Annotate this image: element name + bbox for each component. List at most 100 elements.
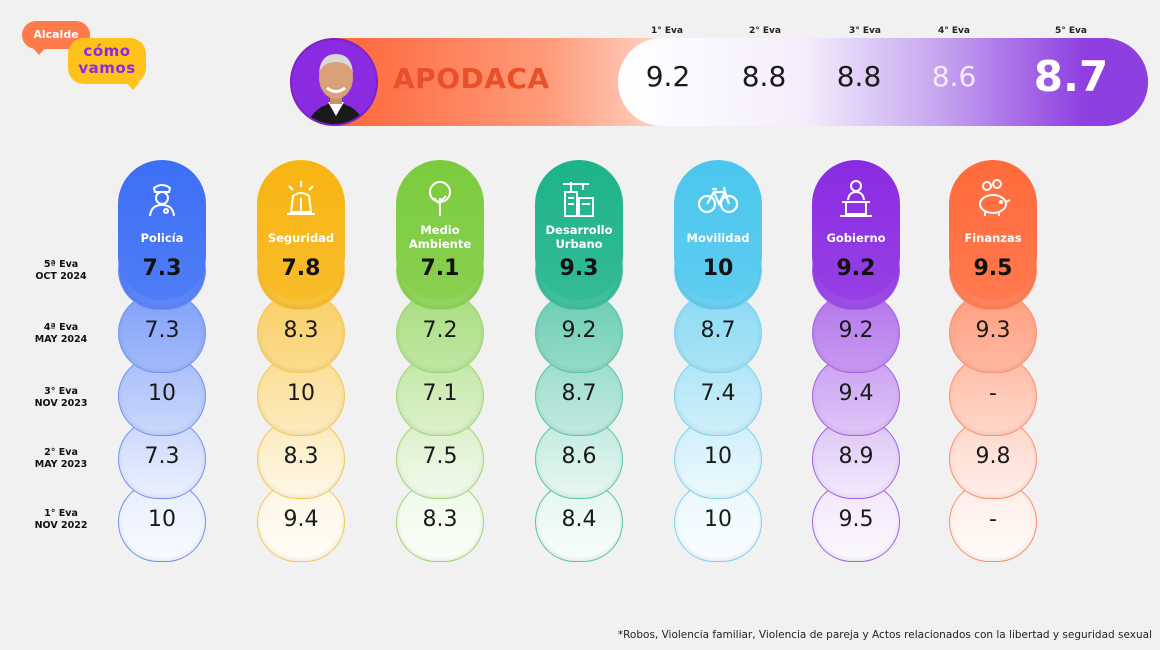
logo-alcalde-bubble: Alcalde — [22, 21, 90, 55]
tree-icon — [420, 178, 460, 218]
mayor-avatar — [290, 38, 378, 126]
category-name-line-1: Movilidad — [686, 231, 750, 245]
category-name-line-1: Medio — [420, 223, 460, 237]
row-label-4: 4ª Eva MAY 2024 — [20, 322, 102, 346]
eval-value-4: 8.6 — [931, 60, 977, 93]
category-name-line-1: Desarrollo — [545, 223, 613, 237]
row-label-2-eval: 2° Eva — [44, 447, 78, 458]
category-column-5: Movilidad 10 8.7 7.4 10 10 — [674, 160, 762, 562]
score-value: 10 — [702, 256, 734, 281]
category-header — [674, 160, 762, 300]
category-header — [396, 160, 484, 300]
score-value: 9.4 — [838, 381, 874, 406]
score-value: 8.7 — [561, 381, 597, 406]
score-value: 7.1 — [422, 381, 458, 406]
row-label-1-date: NOV 2022 — [34, 520, 88, 531]
evaluations-panel — [618, 38, 1148, 126]
eval-value-1: 9.2 — [645, 60, 691, 93]
row-label-1-eval: 1° Eva — [44, 508, 78, 519]
bicycle-icon — [697, 178, 739, 218]
category-header — [812, 160, 900, 300]
alcalde-como-vamos-logo: Alcalde cómo vamos — [22, 18, 152, 90]
category-name-line-2: Urbano — [555, 237, 603, 251]
eval-header-2: 2° Eva — [749, 26, 781, 36]
score-value: 10 — [704, 444, 732, 469]
score-value: 8.9 — [838, 444, 874, 469]
speaker-icon — [836, 178, 876, 218]
row-label-5: 5ª Eva OCT 2024 — [20, 259, 102, 283]
logo-line-1: cómo — [83, 42, 131, 60]
category-name-line-1: Policía — [140, 231, 184, 245]
score-value: 9.3 — [975, 318, 1011, 343]
score-value: 10 — [148, 507, 176, 532]
score-value: 9.5 — [838, 507, 874, 532]
score-cell-bg — [118, 482, 206, 562]
score-value: 9.2 — [836, 256, 876, 281]
row-label-3: 3° Eva NOV 2023 — [20, 386, 102, 410]
row-label-5-eval: 5ª Eva — [43, 259, 79, 270]
category-name: Seguridad — [257, 231, 345, 245]
category-name: Movilidad — [674, 231, 762, 245]
score-value: 7.3 — [144, 318, 180, 343]
category-column-2: Seguridad 7.8 8.3 10 8.3 9.4 — [257, 160, 345, 562]
score-value: 9.2 — [838, 318, 874, 343]
score-value: 10 — [287, 381, 315, 406]
category-name: Desarrollo Urbano — [535, 223, 623, 251]
row-label-2-date: MAY 2023 — [34, 459, 88, 470]
score-value: - — [989, 507, 997, 532]
score-value: 7.1 — [420, 256, 460, 281]
category-column-3: Medio Ambiente 7.1 7.2 7.1 7.5 8.3 — [396, 160, 484, 562]
category-name: Gobierno — [812, 231, 900, 245]
eval-header-1: 1° Eva — [651, 26, 683, 36]
score-value: 9.2 — [561, 318, 597, 343]
eval-value-5: 8.7 — [1033, 52, 1109, 101]
category-column-6: Gobierno 9.2 9.2 9.4 8.9 9.5 — [812, 160, 900, 562]
row-label-4-eval: 4ª Eva — [43, 322, 79, 333]
category-name-line-2: Ambiente — [408, 237, 472, 251]
score-value: 8.7 — [700, 318, 736, 343]
category-column-7: Finanzas 9.5 9.3 - 9.8 - — [949, 160, 1037, 562]
score-cell-bg — [535, 482, 623, 562]
category-name-line-1: Gobierno — [826, 231, 886, 245]
category-name: Medio Ambiente — [396, 223, 484, 251]
eval-value-2: 8.8 — [741, 60, 787, 93]
score-value: 9.3 — [559, 256, 599, 281]
score-value: 8.3 — [283, 318, 319, 343]
score-cell-bg — [949, 482, 1037, 562]
eval-header-5: 5° Eva — [1055, 26, 1087, 36]
score-value: 7.2 — [422, 318, 458, 343]
piggy-bank-icon — [973, 178, 1013, 218]
row-label-5-date: OCT 2024 — [35, 271, 87, 282]
category-column-4: Desarrollo Urbano 9.3 9.2 8.7 8.6 8.4 — [535, 160, 623, 562]
score-value: 10 — [148, 381, 176, 406]
score-value: 7.5 — [422, 444, 458, 469]
city-name: APODACA — [393, 62, 550, 95]
footnote: *Robos, Violencia familiar, Violencia de… — [617, 629, 1152, 641]
score-value: 7.4 — [700, 381, 736, 406]
logo-line-2: vamos — [78, 59, 136, 77]
buildings-icon — [559, 178, 599, 218]
score-value: 8.6 — [561, 444, 597, 469]
score-value: 7.3 — [144, 444, 180, 469]
row-label-3-eval: 3° Eva — [44, 386, 78, 397]
score-value: 7.3 — [142, 256, 182, 281]
siren-icon — [281, 178, 321, 218]
police-icon — [142, 178, 182, 218]
score-value: 8.3 — [422, 507, 458, 532]
row-label-2: 2° Eva MAY 2023 — [20, 447, 102, 471]
category-header — [118, 160, 206, 300]
score-value: 9.4 — [283, 507, 319, 532]
category-name-line-1: Finanzas — [964, 231, 1022, 245]
category-name: Policía — [118, 231, 206, 245]
category-name-line-1: Seguridad — [267, 231, 335, 245]
eval-header-3: 3° Eva — [849, 26, 881, 36]
score-value: - — [989, 381, 997, 406]
row-label-1: 1° Eva NOV 2022 — [20, 508, 102, 532]
score-value: 8.3 — [283, 444, 319, 469]
row-label-4-date: MAY 2024 — [34, 334, 88, 345]
score-value: 9.8 — [975, 444, 1011, 469]
score-value: 9.5 — [973, 256, 1013, 281]
category-column-1: Policía 7.3 7.3 10 7.3 10 — [118, 160, 206, 562]
row-label-3-date: NOV 2023 — [34, 398, 88, 409]
score-value: 10 — [704, 507, 732, 532]
